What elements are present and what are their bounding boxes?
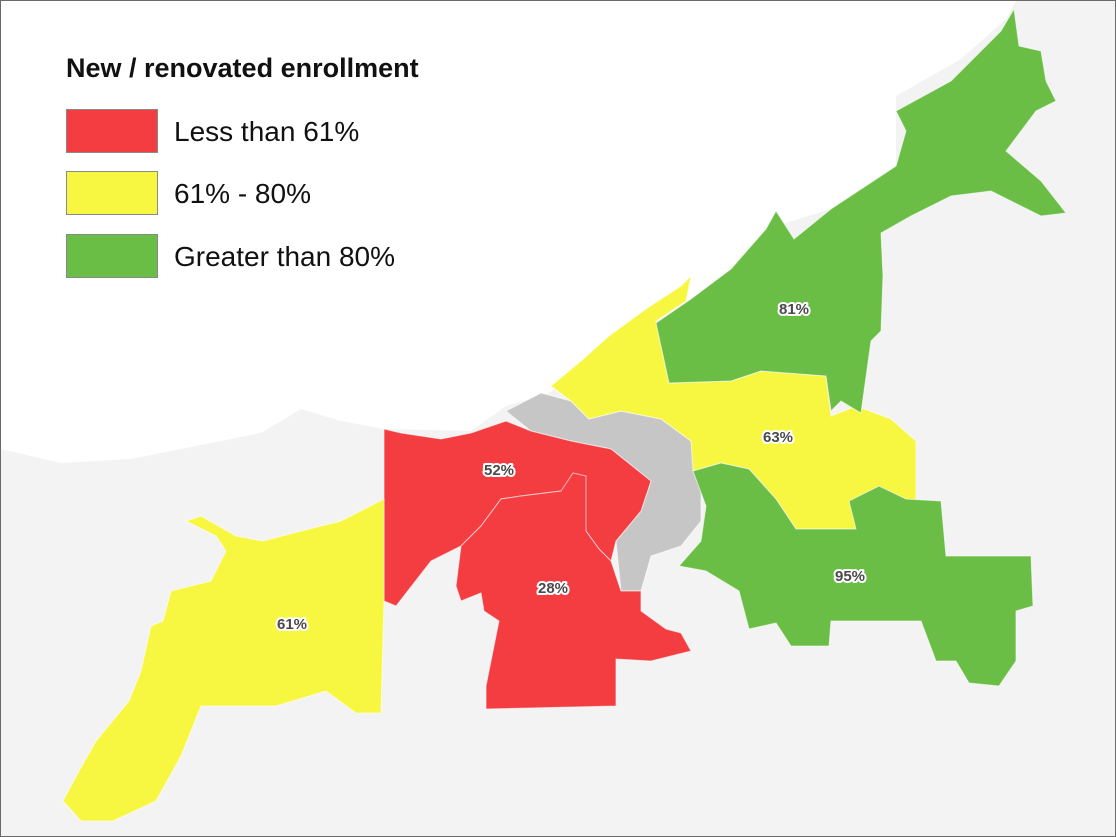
region-value-label: 81% [779,301,809,318]
legend-swatch [66,109,158,153]
region-northeast[interactable] [655,7,1067,414]
region-southeast[interactable] [678,462,1034,687]
region-value-label: 63% [763,429,793,446]
legend-label: Greater than 80% [174,241,396,272]
legend-title: New / renovated enrollment [66,53,419,83]
legend-swatch [66,234,158,278]
region-value-label: 28% [538,580,568,597]
region-value-label: 61% [277,616,307,633]
region-south-central[interactable] [455,472,692,710]
legend-label: 61% - 80% [174,178,311,209]
region-value-label: 52% [484,462,514,479]
legend-label: Less than 61% [174,116,360,147]
region-west[interactable] [62,498,385,822]
region-east[interactable] [550,274,917,530]
region-value-label: 95% [835,568,865,585]
legend-swatch [66,171,158,215]
